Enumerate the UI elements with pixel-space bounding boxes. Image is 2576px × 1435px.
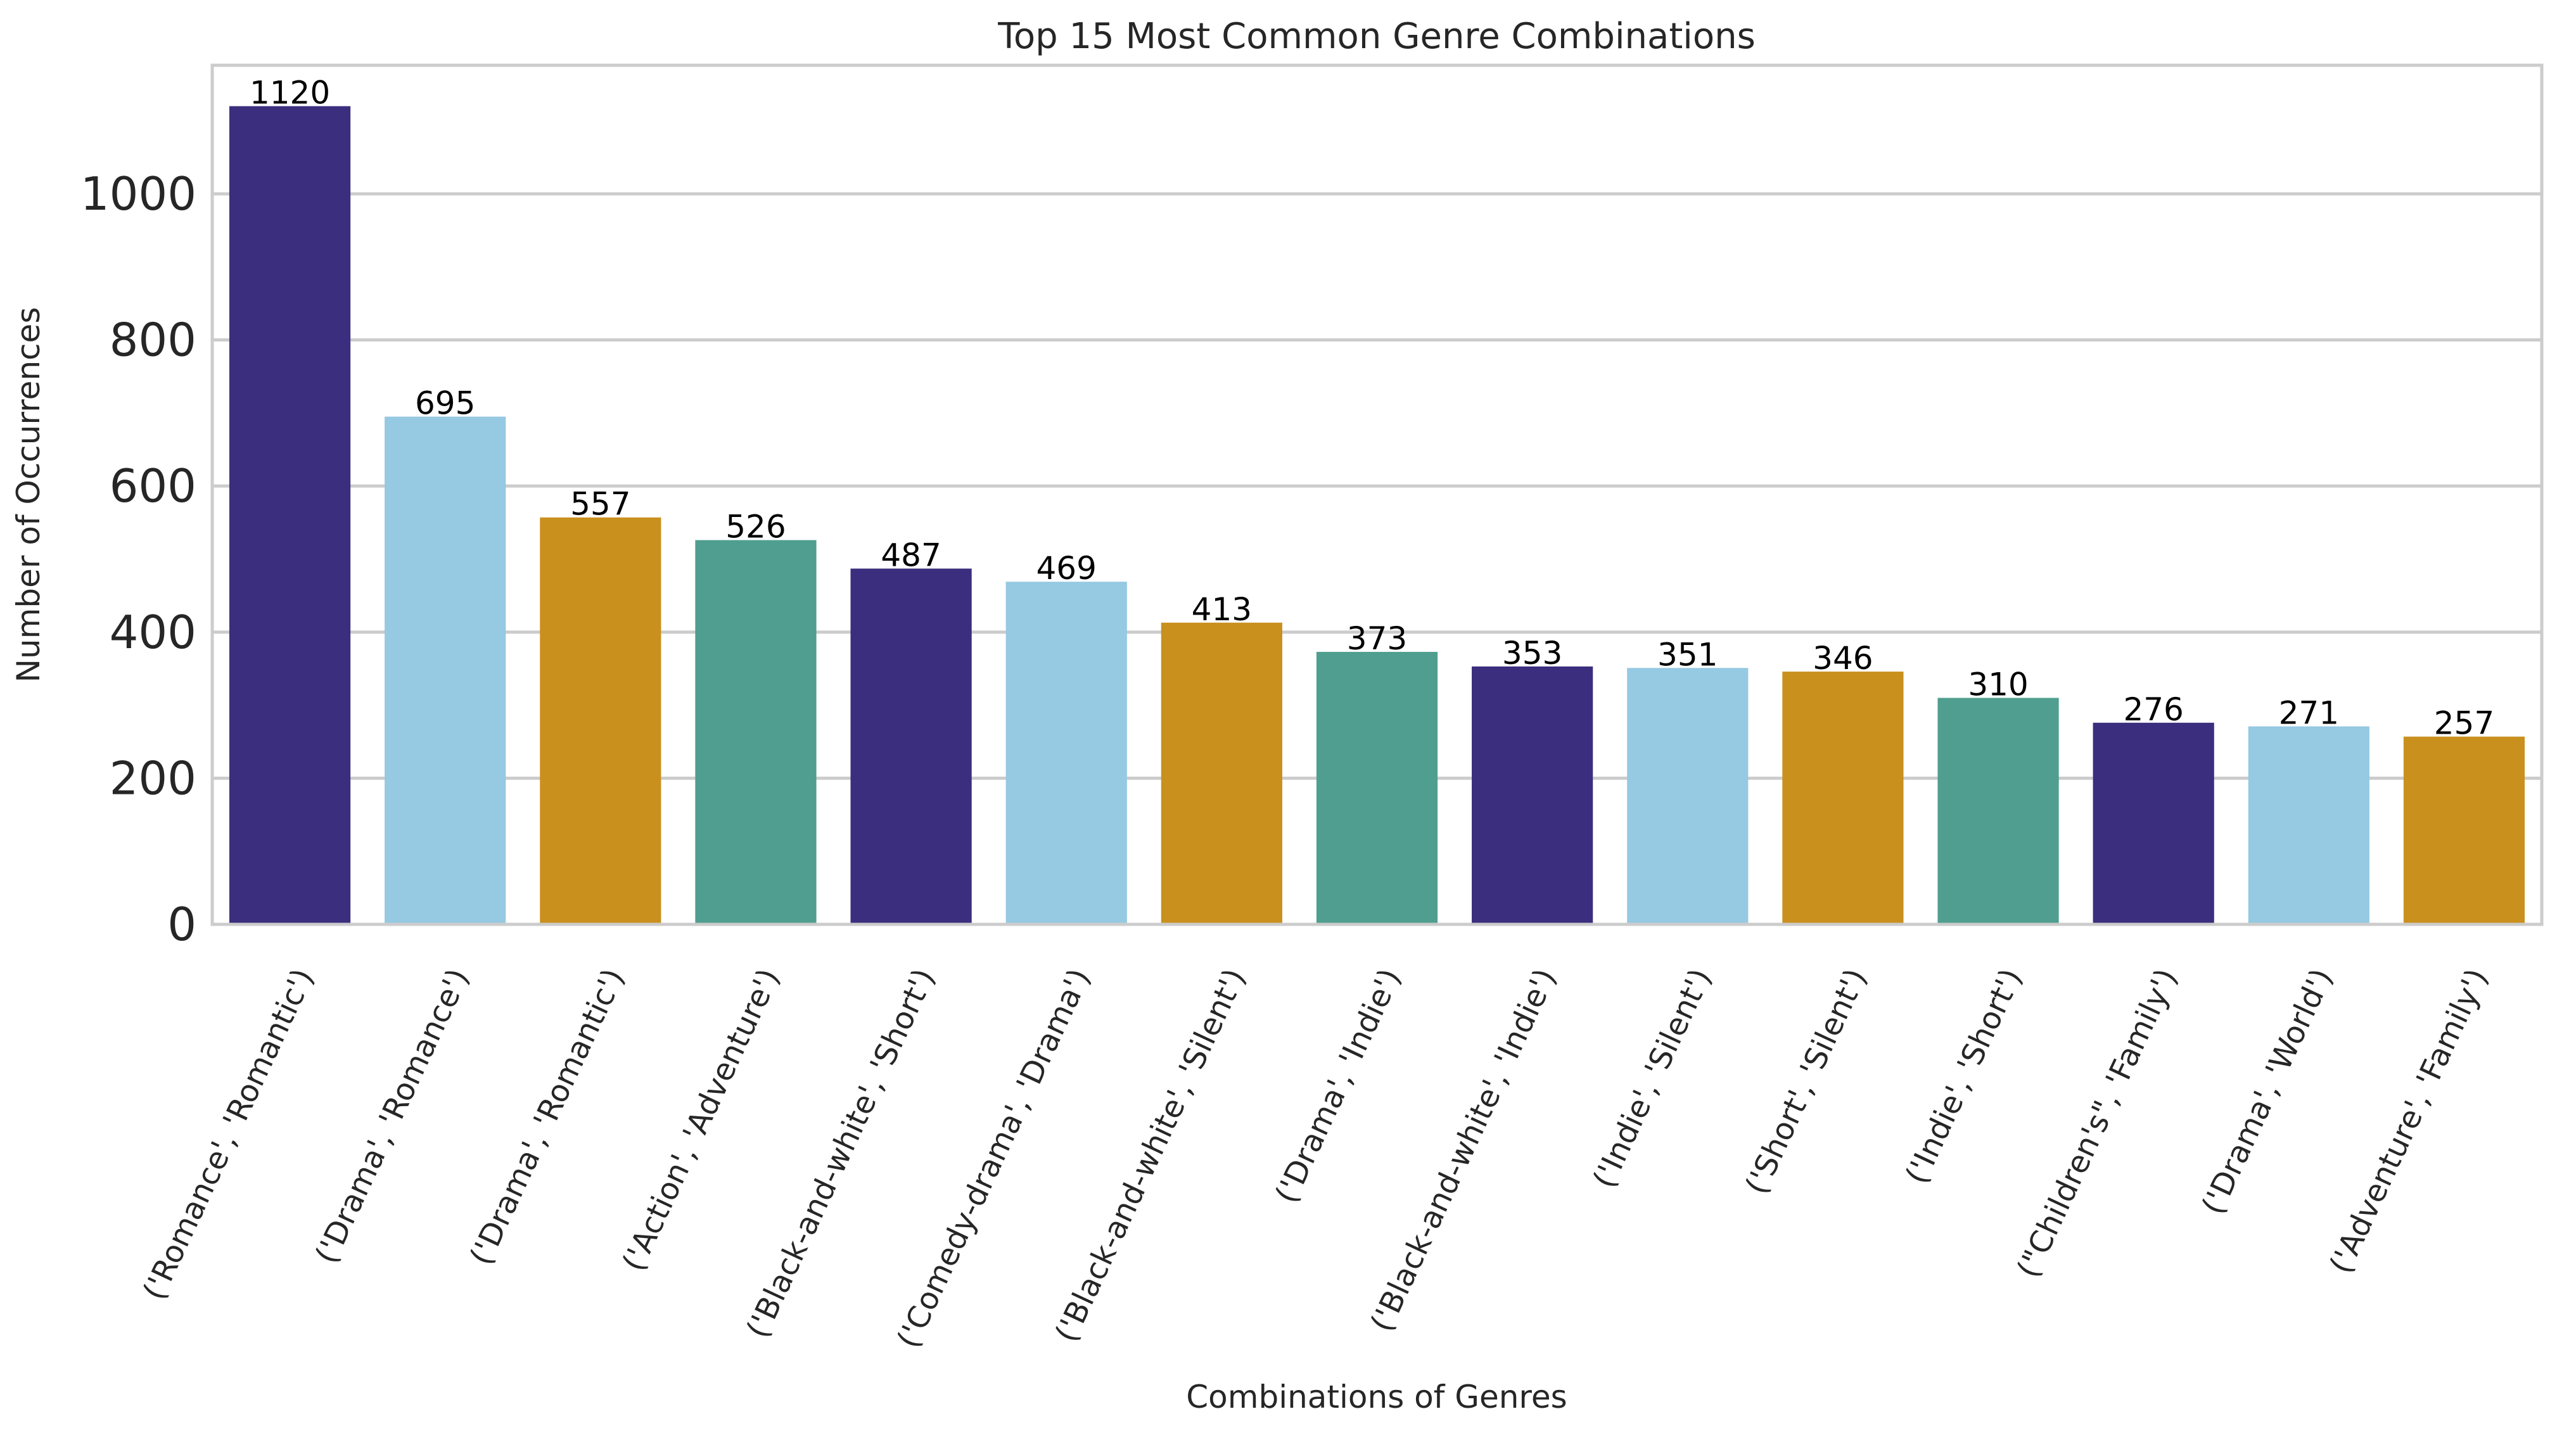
bar	[385, 416, 506, 924]
bar-value-label: 487	[881, 537, 941, 573]
y-tick-label: 0	[167, 898, 196, 951]
bar	[1316, 651, 1438, 924]
bar-value-label: 310	[1968, 666, 2028, 703]
bar	[2403, 736, 2525, 924]
y-tick-labels: 0 200 400 600 800 1000	[80, 167, 196, 951]
bar	[229, 106, 351, 925]
bar-value-label: 557	[570, 486, 630, 523]
bar	[1161, 622, 1282, 924]
bars	[229, 106, 2525, 925]
x-axis-label: Combinations of Genres	[1186, 1379, 1567, 1415]
bar-value-label: 373	[1347, 620, 1407, 657]
bar-value-label: 526	[725, 508, 786, 545]
bar	[2248, 726, 2369, 924]
y-tick-label: 1000	[80, 167, 196, 220]
bar-value-label: 353	[1502, 635, 1562, 672]
bar-value-labels: 1120 695 557 526 487 469 413 373 353 351 346 310 276…	[250, 75, 2494, 742]
y-tick-label: 200	[110, 751, 196, 805]
y-tick-label: 600	[110, 459, 196, 513]
bar	[1937, 698, 2059, 924]
y-tick-label: 400	[110, 606, 196, 659]
bar-value-label: 351	[1657, 636, 1718, 673]
bar-value-label: 695	[415, 385, 475, 422]
bar-value-label: 276	[2123, 691, 2183, 728]
y-axis-label: Number of Occurrences	[10, 307, 47, 683]
bar	[1782, 672, 1904, 924]
bar-value-label: 346	[1813, 640, 1873, 677]
bar-value-label: 1120	[250, 75, 330, 112]
bar-value-label: 469	[1036, 550, 1097, 587]
bar	[2093, 722, 2214, 924]
bar	[850, 568, 972, 924]
bar	[1005, 582, 1127, 924]
bar	[540, 517, 661, 924]
bar-value-label: 257	[2434, 705, 2494, 742]
bar-value-label: 413	[1192, 591, 1252, 628]
bar	[1472, 666, 1593, 924]
plot-frame	[210, 63, 2544, 926]
bar-value-label: 271	[2279, 695, 2339, 732]
bar	[695, 540, 817, 924]
chart-title: Top 15 Most Common Genre Combinations	[997, 16, 1756, 57]
y-tick-label: 800	[110, 314, 196, 367]
bar	[1627, 668, 1749, 924]
